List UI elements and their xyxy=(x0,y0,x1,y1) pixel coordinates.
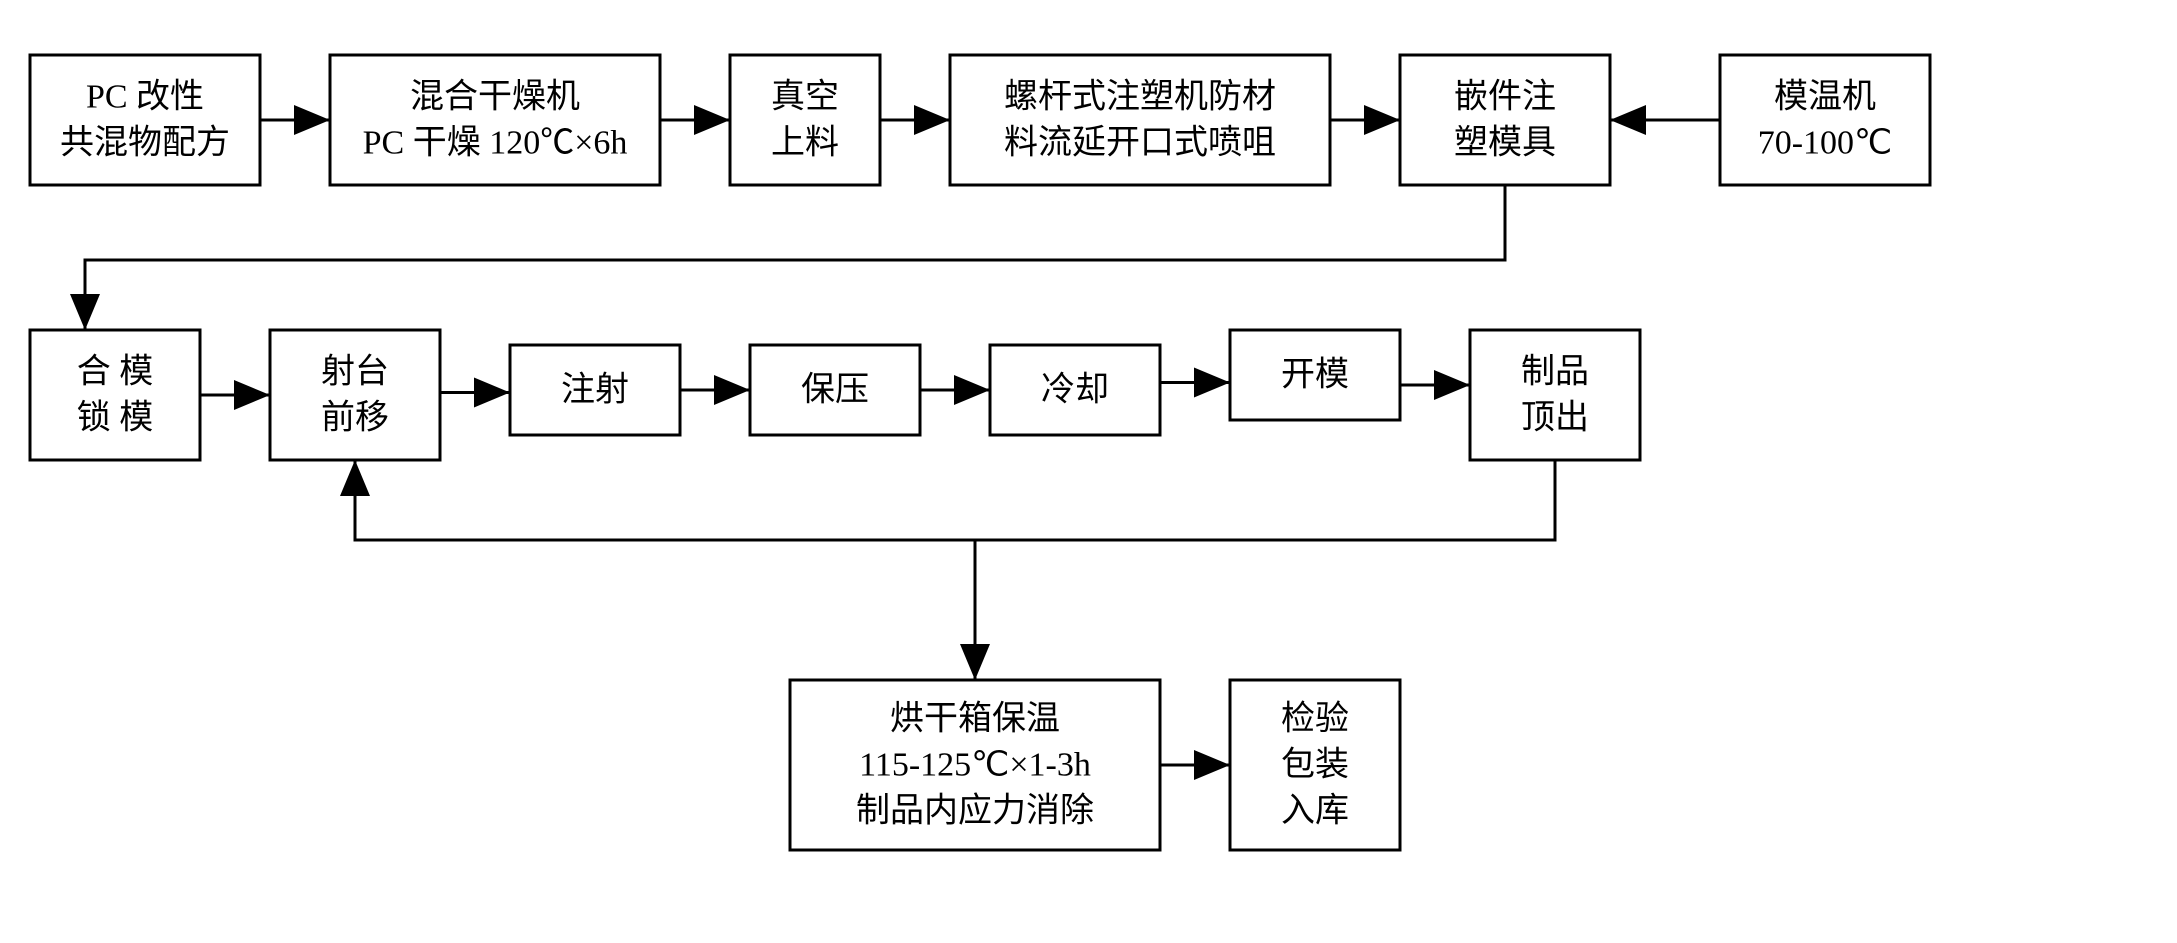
node-label: 顶出 xyxy=(1521,399,1589,437)
flowchart-diagram: PC 改性共混物配方混合干燥机PC 干燥 120℃×6h真空上料螺杆式注塑机防材… xyxy=(0,0,2177,943)
node-label: 115-125℃×1-3h xyxy=(859,747,1091,784)
flow-edge xyxy=(355,460,1555,540)
node-label: 螺杆式注塑机防材 xyxy=(1004,78,1276,116)
node-label: 制品内应力消除 xyxy=(856,792,1094,830)
node-label: 锁 模 xyxy=(77,399,154,437)
node-label: 包装 xyxy=(1281,746,1349,784)
flow-node-n11: 冷却 xyxy=(990,345,1160,435)
node-label: 射台 xyxy=(321,353,389,391)
flow-node-n13: 制品顶出 xyxy=(1470,330,1640,460)
node-label: 塑模具 xyxy=(1454,124,1556,162)
flow-node-n2: 混合干燥机 PC 干燥 120℃×6h xyxy=(330,55,660,185)
flow-node-n5: 嵌件注塑模具 xyxy=(1400,55,1610,185)
node-label: PC 干燥 120℃×6h xyxy=(363,125,628,162)
node-label: 开模 xyxy=(1281,356,1349,394)
node-label: 前移 xyxy=(321,399,389,437)
node-label: PC 改性 xyxy=(86,78,204,116)
flow-node-n10: 保压 xyxy=(750,345,920,435)
node-label: 真空 xyxy=(771,78,839,116)
node-label: 制品 xyxy=(1521,354,1589,391)
flow-node-n15: 检验包装入库 xyxy=(1230,680,1400,850)
node-label: 冷却 xyxy=(1041,371,1109,409)
node-label: 合 模 xyxy=(77,353,154,391)
node-label: 嵌件注 xyxy=(1454,78,1556,116)
flow-edge xyxy=(85,185,1505,330)
flow-node-n9: 注射 xyxy=(510,345,680,435)
node-label: 上料 xyxy=(771,124,839,162)
node-label: 模温机 xyxy=(1774,78,1876,116)
flow-node-n1: PC 改性共混物配方 xyxy=(30,55,260,185)
node-label: 保压 xyxy=(801,372,869,409)
node-label: 70-100℃ xyxy=(1758,125,1893,162)
node-label: 注射 xyxy=(561,371,629,409)
flow-node-n7: 合 模锁 模 xyxy=(30,330,200,460)
node-label: 共混物配方 xyxy=(60,124,230,162)
flow-node-n8: 射台前移 xyxy=(270,330,440,460)
node-label: 烘干箱保温 xyxy=(890,700,1060,738)
flow-node-n14: 烘干箱保温 115-125℃×1-3h 制品内应力消除 xyxy=(790,680,1160,850)
flow-node-n12: 开模 xyxy=(1230,330,1400,420)
node-label: 料流延开口式喷咀 xyxy=(1004,124,1276,162)
node-label: 混合干燥机 xyxy=(410,78,580,116)
flow-node-n4: 螺杆式注塑机防材料流延开口式喷咀 xyxy=(950,55,1330,185)
node-label: 检验 xyxy=(1281,700,1349,738)
flow-node-n3: 真空上料 xyxy=(730,55,880,185)
node-label: 入库 xyxy=(1281,792,1349,830)
flow-node-n6: 模温机 70-100℃ xyxy=(1720,55,1930,185)
